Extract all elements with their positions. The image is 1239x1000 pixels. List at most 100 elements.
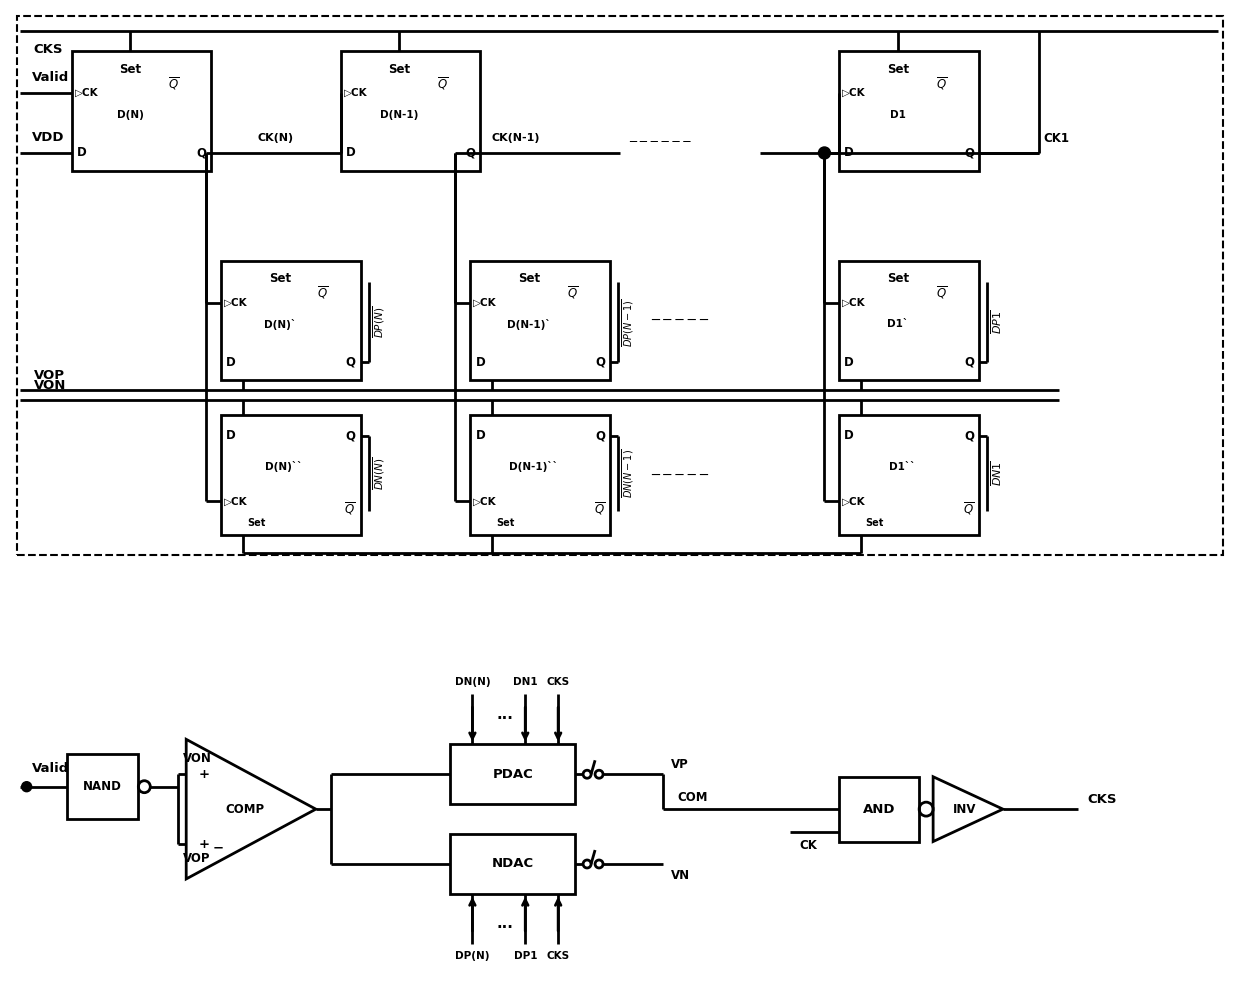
Text: D: D <box>476 356 486 369</box>
Text: VON: VON <box>183 752 212 765</box>
Circle shape <box>819 147 830 159</box>
Text: D1`: D1` <box>887 319 908 329</box>
Text: D: D <box>844 356 854 369</box>
Text: Set: Set <box>887 63 909 76</box>
Bar <box>839 51 979 171</box>
Text: CK: CK <box>799 839 818 852</box>
Text: +: + <box>198 768 209 781</box>
Text: D: D <box>225 429 235 442</box>
Bar <box>221 415 361 535</box>
Text: D: D <box>346 146 356 159</box>
Text: ▷CK: ▷CK <box>74 88 98 98</box>
Text: Set: Set <box>269 272 291 285</box>
Text: D: D <box>844 146 854 159</box>
Text: AND: AND <box>864 803 896 816</box>
Text: PDAC: PDAC <box>492 768 533 781</box>
Text: Q: Q <box>466 146 476 159</box>
Text: INV: INV <box>953 803 976 816</box>
Text: CKS: CKS <box>546 677 570 687</box>
Text: Set: Set <box>247 518 265 528</box>
Text: $\overline{DN1}$: $\overline{DN1}$ <box>990 460 1005 486</box>
Text: Q: Q <box>346 356 356 369</box>
Bar <box>839 415 979 535</box>
Text: D(N-1)`: D(N-1)` <box>507 319 551 330</box>
Text: D1: D1 <box>890 110 906 120</box>
Text: DP1: DP1 <box>513 951 536 961</box>
Text: CKS: CKS <box>546 951 570 961</box>
Text: ...: ... <box>497 707 514 722</box>
Bar <box>67 754 139 819</box>
Text: Set: Set <box>388 63 410 76</box>
Bar <box>72 51 211 171</box>
Text: ▷CK: ▷CK <box>843 496 866 506</box>
Text: D: D <box>476 429 486 442</box>
Text: $\overline{DN(N-1)}$: $\overline{DN(N-1)}$ <box>620 448 636 498</box>
Text: ─ ─ ─ ─ ─: ─ ─ ─ ─ ─ <box>652 469 709 482</box>
Text: $\overline{Q}$: $\overline{Q}$ <box>437 75 449 92</box>
Text: CKS: CKS <box>1088 793 1118 806</box>
Text: VN: VN <box>670 869 690 882</box>
Bar <box>221 261 361 380</box>
Text: Q: Q <box>964 356 974 369</box>
Bar <box>341 51 481 171</box>
Text: $\overline{DP(N)}$: $\overline{DP(N)}$ <box>370 306 387 338</box>
Text: Q: Q <box>346 429 356 442</box>
Text: Q: Q <box>595 429 605 442</box>
Text: Set: Set <box>496 518 514 528</box>
Text: Set: Set <box>518 272 540 285</box>
Text: VOP: VOP <box>183 852 211 865</box>
Text: $\overline{Q}$: $\overline{Q}$ <box>593 500 605 517</box>
Text: $\overline{DP1}$: $\overline{DP1}$ <box>990 310 1005 334</box>
Text: CK(N): CK(N) <box>258 133 294 143</box>
Text: ▷CK: ▷CK <box>843 298 866 308</box>
Text: Valid: Valid <box>32 71 69 84</box>
Text: VON: VON <box>33 379 66 392</box>
Text: D: D <box>225 356 235 369</box>
Text: ...: ... <box>497 916 514 931</box>
Text: $\overline{Q}$: $\overline{Q}$ <box>963 500 974 517</box>
Text: $\overline{Q}$: $\overline{Q}$ <box>317 285 328 301</box>
Text: Set: Set <box>119 63 141 76</box>
Text: COMP: COMP <box>225 803 264 816</box>
Text: DN1: DN1 <box>513 677 538 687</box>
Text: D(N): D(N) <box>116 110 144 120</box>
Text: ▷CK: ▷CK <box>224 496 248 506</box>
Text: D(N-1)``: D(N-1)`` <box>509 461 558 472</box>
Text: $\overline{Q}$: $\overline{Q}$ <box>167 75 180 92</box>
Text: NAND: NAND <box>83 780 121 793</box>
Text: Q: Q <box>964 146 974 159</box>
Text: ▷CK: ▷CK <box>343 88 368 98</box>
Text: D(N-1): D(N-1) <box>380 110 419 120</box>
Text: D1``: D1`` <box>890 462 916 472</box>
Text: VP: VP <box>670 758 689 771</box>
Text: D(N)`: D(N)` <box>264 319 296 330</box>
Text: +: + <box>198 838 209 851</box>
Text: ▷CK: ▷CK <box>473 298 497 308</box>
Text: $\overline{Q}$: $\overline{Q}$ <box>344 500 356 517</box>
Circle shape <box>21 782 32 792</box>
Bar <box>839 777 919 842</box>
Text: CKS: CKS <box>33 43 63 56</box>
Bar <box>16 16 1223 555</box>
Text: Set: Set <box>865 518 883 528</box>
Text: ▷CK: ▷CK <box>224 298 248 308</box>
Text: Q: Q <box>595 356 605 369</box>
Text: ▷CK: ▷CK <box>843 88 866 98</box>
Text: DP(N): DP(N) <box>455 951 489 961</box>
Text: Q: Q <box>196 146 206 159</box>
Text: −: − <box>213 842 224 855</box>
Bar <box>471 261 610 380</box>
Bar <box>471 415 610 535</box>
Text: D: D <box>77 146 87 159</box>
Bar <box>451 744 575 804</box>
Text: ─ ─ ─ ─ ─ ─: ─ ─ ─ ─ ─ ─ <box>629 136 690 149</box>
Text: $\overline{Q}$: $\overline{Q}$ <box>935 75 947 92</box>
Bar <box>839 261 979 380</box>
Text: ─ ─ ─ ─ ─: ─ ─ ─ ─ ─ <box>652 314 709 327</box>
Text: Set: Set <box>887 272 909 285</box>
Text: COM: COM <box>678 791 709 804</box>
Text: ▷CK: ▷CK <box>473 496 497 506</box>
Text: VOP: VOP <box>33 369 64 382</box>
Text: NDAC: NDAC <box>492 857 534 870</box>
Text: CK1: CK1 <box>1043 132 1069 145</box>
